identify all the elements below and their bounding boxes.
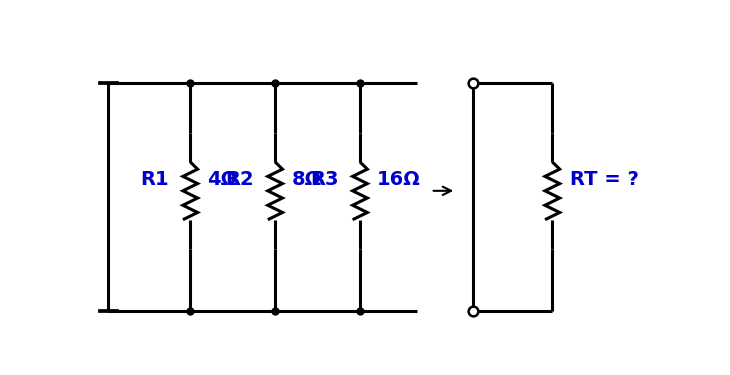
Text: 4Ω: 4Ω <box>207 170 237 189</box>
Text: R3: R3 <box>310 170 339 189</box>
Text: RT = ?: RT = ? <box>570 170 639 189</box>
Text: 16Ω: 16Ω <box>377 170 420 189</box>
Text: 8Ω: 8Ω <box>292 170 322 189</box>
Text: R1: R1 <box>140 170 169 189</box>
Text: R2: R2 <box>225 170 253 189</box>
